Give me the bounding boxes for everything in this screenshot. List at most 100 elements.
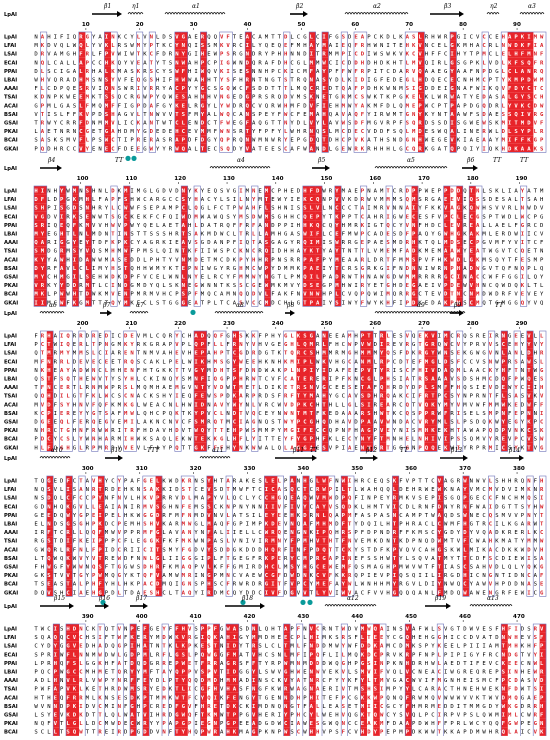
residue: Y xyxy=(175,377,179,383)
residue: A xyxy=(156,437,160,443)
residue: T xyxy=(79,479,83,485)
residue: D xyxy=(34,420,38,426)
residue: F xyxy=(54,377,58,383)
residue: N xyxy=(463,275,466,281)
residue: Q xyxy=(118,60,122,66)
residue: I xyxy=(194,402,197,408)
residue: P xyxy=(418,445,422,451)
residue: D xyxy=(540,223,544,229)
residue: H xyxy=(162,292,165,298)
residue: E xyxy=(188,504,191,510)
secondary-label: β11 xyxy=(292,447,304,454)
residue: P xyxy=(463,103,467,109)
residue: E xyxy=(495,112,499,118)
residue: K xyxy=(111,69,115,75)
residue: L xyxy=(380,522,384,528)
residue: F xyxy=(86,394,90,400)
residue: W xyxy=(348,146,352,152)
residue: I xyxy=(118,428,121,434)
residue: V xyxy=(258,292,262,298)
residue: W xyxy=(86,368,90,374)
residue: D xyxy=(41,95,45,101)
residue: L xyxy=(137,402,141,408)
residue: F xyxy=(316,103,320,109)
residue: P xyxy=(175,206,179,212)
residue: M xyxy=(60,52,64,58)
residue: L xyxy=(79,385,83,391)
residue: W xyxy=(495,420,499,426)
secondary-label: TT xyxy=(115,157,124,164)
residue: F xyxy=(393,257,397,263)
residue: Q xyxy=(367,292,371,298)
residue: H xyxy=(322,394,325,400)
residue: W xyxy=(150,266,154,272)
residue: V xyxy=(502,86,506,92)
residue: I xyxy=(540,411,543,417)
residue: R xyxy=(367,146,371,152)
position-tick: 190 xyxy=(516,176,528,182)
residue: T xyxy=(271,437,275,443)
residue: D xyxy=(329,420,333,426)
residue: R xyxy=(399,189,403,195)
residue: R xyxy=(450,411,454,417)
residue: L xyxy=(162,359,166,365)
residue: N xyxy=(47,95,50,101)
residue: G xyxy=(66,69,70,75)
residue: W xyxy=(284,420,288,426)
residue: N xyxy=(130,351,134,357)
residue: G xyxy=(444,530,448,536)
residue: H xyxy=(130,197,133,203)
residue: T xyxy=(214,121,218,127)
residue: A xyxy=(425,69,429,75)
residue: K xyxy=(233,257,237,263)
residue: S xyxy=(105,411,109,417)
residue: L xyxy=(374,377,378,383)
residue: D xyxy=(374,129,378,135)
residue: W xyxy=(188,522,192,528)
residue: V xyxy=(508,513,512,519)
residue: M xyxy=(303,69,307,75)
residue: H xyxy=(399,437,402,443)
residue: I xyxy=(342,445,345,451)
residue: A xyxy=(342,420,346,426)
residue: E xyxy=(431,189,435,195)
residue: R xyxy=(246,223,250,229)
residue: G xyxy=(118,214,122,220)
residue: P xyxy=(92,112,96,118)
residue: C xyxy=(246,283,249,289)
residue: F xyxy=(233,223,237,229)
residue: E xyxy=(495,35,499,41)
residue: W xyxy=(73,43,77,49)
residue: T xyxy=(278,121,282,127)
residue: H xyxy=(252,206,255,212)
residue: D xyxy=(162,35,166,41)
residue: D xyxy=(47,249,51,255)
residue: N xyxy=(226,411,229,417)
residue: Q xyxy=(60,420,64,426)
residue: L xyxy=(79,445,83,451)
residue: A xyxy=(438,197,442,203)
residue: K xyxy=(521,428,525,434)
residue: D xyxy=(386,530,390,536)
residue: Q xyxy=(502,266,506,272)
residue: R xyxy=(534,69,538,75)
residue: F xyxy=(316,411,320,417)
residue: F xyxy=(534,402,538,408)
residue: N xyxy=(252,368,256,374)
residue: D xyxy=(201,513,205,519)
residue: F xyxy=(130,249,134,255)
residue: C xyxy=(342,138,345,144)
residue: Y xyxy=(514,385,518,391)
residue: H xyxy=(540,95,543,101)
residue: Y xyxy=(534,513,538,519)
residue: I xyxy=(361,496,364,502)
residue: M xyxy=(438,420,442,426)
residue: C xyxy=(502,342,505,348)
residue: S xyxy=(476,197,480,203)
residue: L xyxy=(476,411,480,417)
residue: P xyxy=(322,257,326,263)
residue: F xyxy=(329,342,333,348)
residue: W xyxy=(495,359,499,365)
residue: T xyxy=(534,249,538,255)
residue: G xyxy=(508,300,512,306)
